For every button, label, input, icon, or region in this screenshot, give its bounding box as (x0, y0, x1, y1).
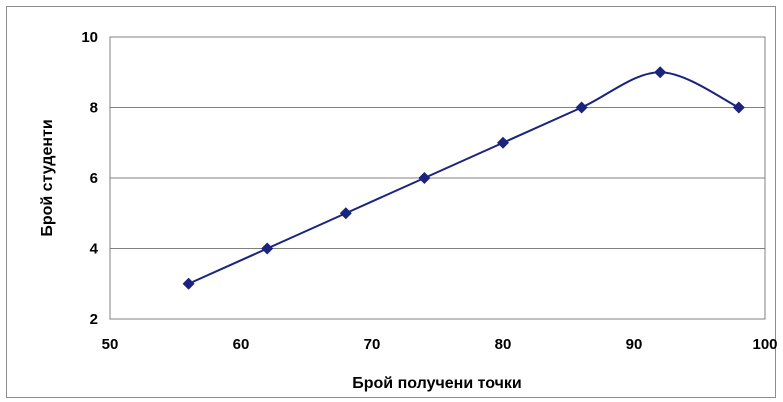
data-point-2 (339, 207, 352, 220)
y-tick-label: 2 (90, 311, 98, 328)
data-point-4 (497, 136, 509, 149)
x-tick-label: 70 (364, 336, 381, 353)
x-tick-label: 100 (752, 336, 777, 353)
x-tick-label: 50 (102, 336, 119, 353)
x-tick-label: 60 (233, 336, 250, 353)
data-point-3 (418, 172, 431, 184)
y-tick-label: 8 (90, 100, 98, 117)
x-tick-label: 90 (626, 336, 643, 353)
x-axis-title: Брой получени точки (352, 375, 521, 392)
data-point-6 (654, 66, 667, 79)
y-tick-labels: 2 4 6 8 10 (81, 29, 98, 328)
x-tick-labels: 50 60 70 80 90 100 (102, 336, 778, 353)
y-tick-label: 6 (90, 170, 98, 187)
data-point-1 (261, 242, 274, 255)
data-point-0 (182, 277, 195, 290)
data-point-5 (575, 101, 588, 114)
gridlines (110, 36, 765, 249)
y-axis-title: Брой студенти (39, 119, 56, 236)
data-markers (182, 66, 745, 290)
x-tick-label: 80 (495, 336, 512, 353)
y-tick-label: 10 (81, 29, 98, 46)
data-point-7 (732, 101, 745, 114)
series-line (188, 71, 740, 285)
y-tick-label: 4 (90, 241, 99, 258)
